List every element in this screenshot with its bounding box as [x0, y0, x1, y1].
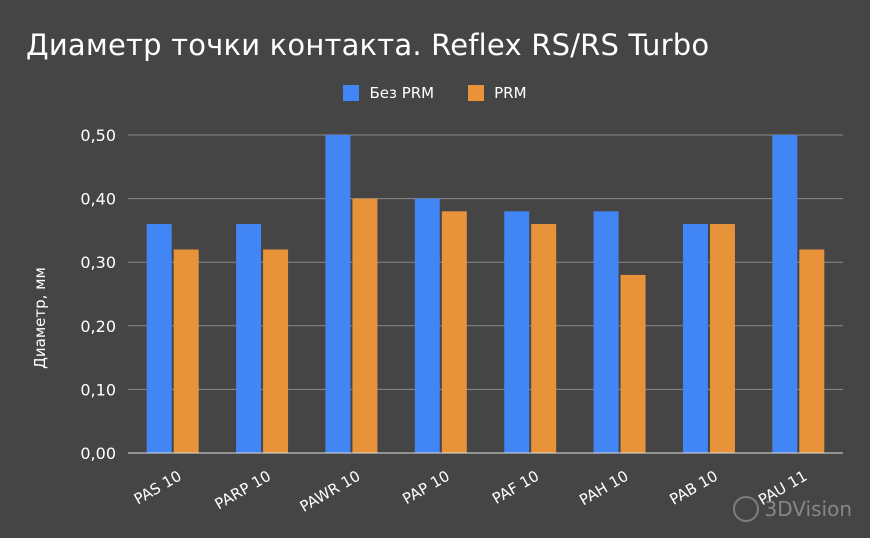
- bar-bez-prm: [236, 224, 262, 453]
- x-tick-label: PAH 10: [576, 467, 631, 509]
- bar-bez-prm: [772, 135, 798, 453]
- bar-bez-prm: [593, 211, 619, 453]
- bar-bez-prm: [682, 224, 708, 453]
- bar-bez-prm: [414, 198, 440, 453]
- bar-prm: [531, 224, 557, 453]
- legend-swatch-series-1: [343, 85, 360, 101]
- bar-prm: [799, 249, 825, 453]
- y-tick-label: 0,00: [80, 444, 116, 463]
- 3dvision-logo-icon: [732, 496, 759, 522]
- legend-label-series-1: Без PRM: [369, 84, 435, 102]
- watermark-text: 3DVision: [764, 497, 852, 521]
- bar-prm: [709, 224, 735, 453]
- legend-label-series-2: PRM: [494, 84, 527, 102]
- legend-item-series-1: Без PRM: [343, 84, 434, 102]
- x-tick-label: PAB 10: [666, 467, 720, 509]
- legend-item-series-2: PRM: [468, 84, 527, 102]
- legend-swatch-series-2: [468, 85, 485, 101]
- bar-bez-prm: [504, 211, 530, 453]
- bar-bez-prm: [146, 224, 172, 453]
- y-tick-label: 0,40: [80, 190, 116, 209]
- bar-prm: [620, 274, 646, 453]
- x-tick-label: PAP 10: [399, 467, 452, 508]
- x-tick-label: PAF 10: [489, 467, 542, 508]
- bar-bez-prm: [325, 135, 351, 453]
- x-tick-label: PAWR 10: [297, 467, 364, 516]
- bar-prm: [173, 249, 199, 453]
- bar-prm: [441, 211, 467, 453]
- y-tick-label: 0,50: [80, 126, 116, 145]
- bar-prm: [263, 249, 289, 453]
- watermark: 3DVision: [732, 496, 852, 522]
- x-tick-label: PARP 10: [212, 467, 274, 513]
- chart-title: Диаметр точки контакта. Reflex RS/RS Tur…: [26, 28, 710, 62]
- x-tick-label: PAS 10: [131, 467, 185, 508]
- bar-prm: [352, 198, 378, 453]
- y-tick-label: 0,10: [80, 380, 116, 399]
- y-tick-label: 0,30: [80, 253, 116, 272]
- y-tick-label: 0,20: [80, 317, 116, 336]
- legend: Без PRM PRM: [0, 84, 870, 102]
